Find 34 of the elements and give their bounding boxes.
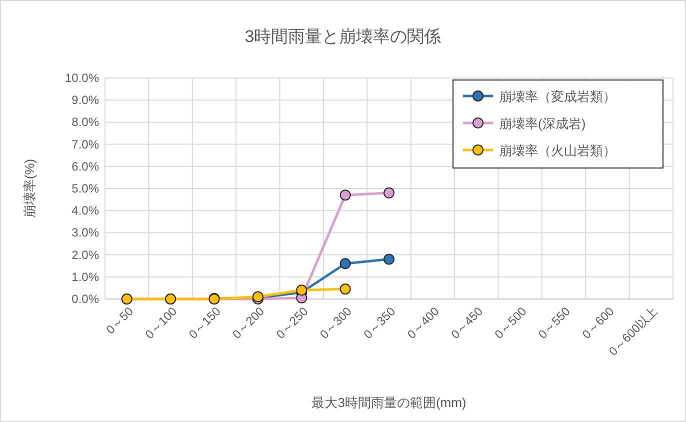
y-tick-label: 9.0% bbox=[72, 93, 100, 108]
y-tick-label: 2.0% bbox=[72, 248, 100, 262]
x-tick-label: 0～600 bbox=[579, 304, 617, 342]
y-tick-label: 0.0% bbox=[72, 292, 100, 306]
y-tick-label: 4.0% bbox=[72, 204, 100, 218]
legend-label: 崩壊率（変成岩類） bbox=[499, 89, 616, 104]
point bbox=[384, 187, 394, 198]
point bbox=[340, 190, 351, 201]
x-tick-label: 0～350 bbox=[360, 304, 398, 342]
x-tick-label: 0～300 bbox=[317, 304, 355, 342]
x-tick-label: 0～550 bbox=[536, 304, 574, 342]
x-tick-label: 0～150 bbox=[186, 304, 224, 342]
y-tick-label: 7.0% bbox=[72, 137, 100, 152]
x-tick-label: 0～50 bbox=[103, 304, 136, 337]
y-tick-label: 8.0% bbox=[72, 115, 100, 130]
y-tick-label: 3.0% bbox=[72, 226, 100, 240]
y-tick-label: 6.0% bbox=[72, 159, 100, 174]
x-tick-label: 0～500 bbox=[492, 304, 530, 342]
chart-title: 3時間雨量と崩壊率の関係 bbox=[244, 27, 442, 46]
y-tick-label: 5.0% bbox=[72, 182, 100, 196]
y-tick-label: 10.0% bbox=[64, 71, 100, 85]
y-axis-title: 崩壊率(%) bbox=[22, 158, 37, 218]
point bbox=[340, 258, 351, 270]
x-axis-title: 最大3時間雨量の範囲(mm) bbox=[312, 395, 466, 410]
x-tick-label: 0～200 bbox=[230, 304, 268, 342]
point bbox=[384, 254, 394, 265]
legend-label: 崩壊率(深成岩) bbox=[499, 116, 586, 131]
x-tick-label: 0～250 bbox=[273, 304, 311, 342]
x-tick-label: 0～400 bbox=[404, 304, 442, 342]
y-tick-label: 1.0% bbox=[72, 270, 100, 284]
point bbox=[340, 284, 351, 295]
legend-label: 崩壊率（火山岩類） bbox=[499, 143, 616, 158]
x-tick-label: 0～450 bbox=[448, 304, 486, 342]
x-tick-label: 0～100 bbox=[142, 304, 180, 342]
